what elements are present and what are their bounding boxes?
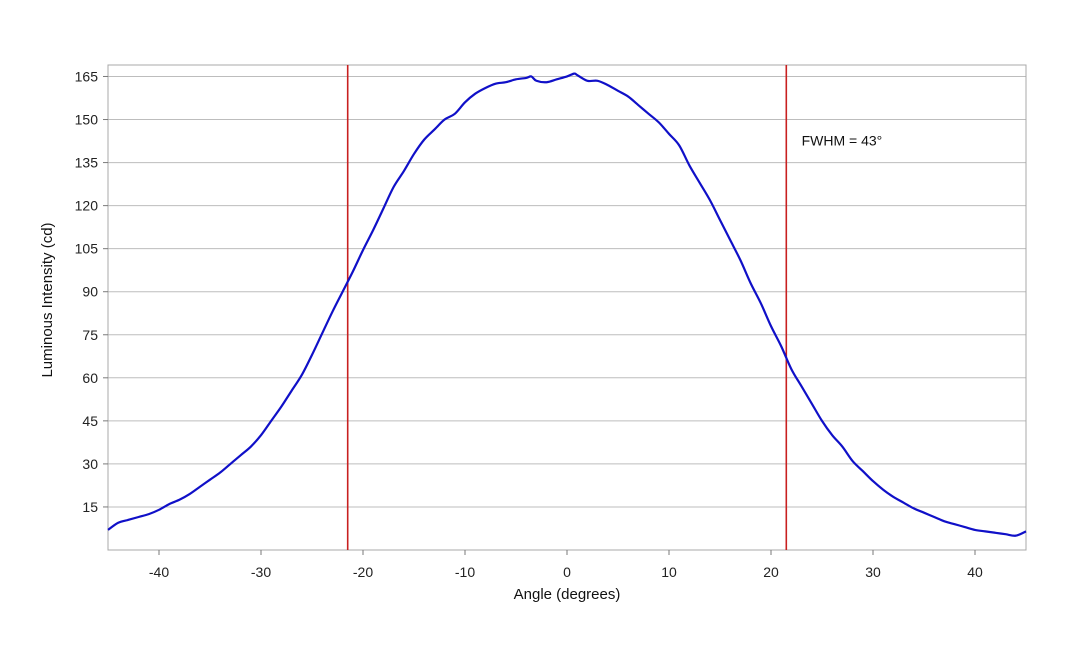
x-axis-ticks: -40 -30 -20 -10 0 10 20 30 40 [149, 550, 983, 580]
y-tick-label: 90 [82, 284, 98, 300]
x-tick-label: 10 [661, 564, 677, 580]
y-tick-label: 120 [75, 198, 99, 214]
y-tick-label: 30 [82, 456, 98, 472]
x-tick-label: 0 [563, 564, 571, 580]
x-tick-label: 20 [763, 564, 779, 580]
y-tick-label: 75 [82, 327, 98, 343]
fwhm-markers [346, 65, 788, 550]
x-tick-label: -40 [149, 564, 169, 580]
y-tick-label: 165 [75, 68, 99, 84]
y-tick-label: 45 [82, 413, 98, 429]
y-axis-ticks: 15 30 45 60 75 90 105 120 135 150 165 [75, 68, 108, 515]
y-tick-label: 105 [75, 241, 99, 257]
x-tick-label: 30 [865, 564, 881, 580]
y-tick-label: 15 [82, 499, 98, 515]
series-group [107, 72, 1027, 537]
x-axis-title: Angle (degrees) [514, 586, 621, 603]
x-tick-label: -30 [251, 564, 271, 580]
plot-background [108, 65, 1026, 550]
annotations: FWHM = 43° [802, 132, 883, 148]
gridlines [108, 75, 1026, 508]
y-axis-title: Luminous Intensity (cd) [39, 222, 56, 377]
intensity-curve [107, 72, 1027, 537]
fwhm-annotation: FWHM = 43° [802, 132, 883, 148]
y-tick-label: 135 [75, 155, 99, 171]
x-tick-label: -10 [455, 564, 475, 580]
x-tick-label: -20 [353, 564, 373, 580]
y-tick-label: 60 [82, 370, 98, 386]
x-tick-label: 40 [967, 564, 983, 580]
y-tick-label: 150 [75, 112, 99, 128]
